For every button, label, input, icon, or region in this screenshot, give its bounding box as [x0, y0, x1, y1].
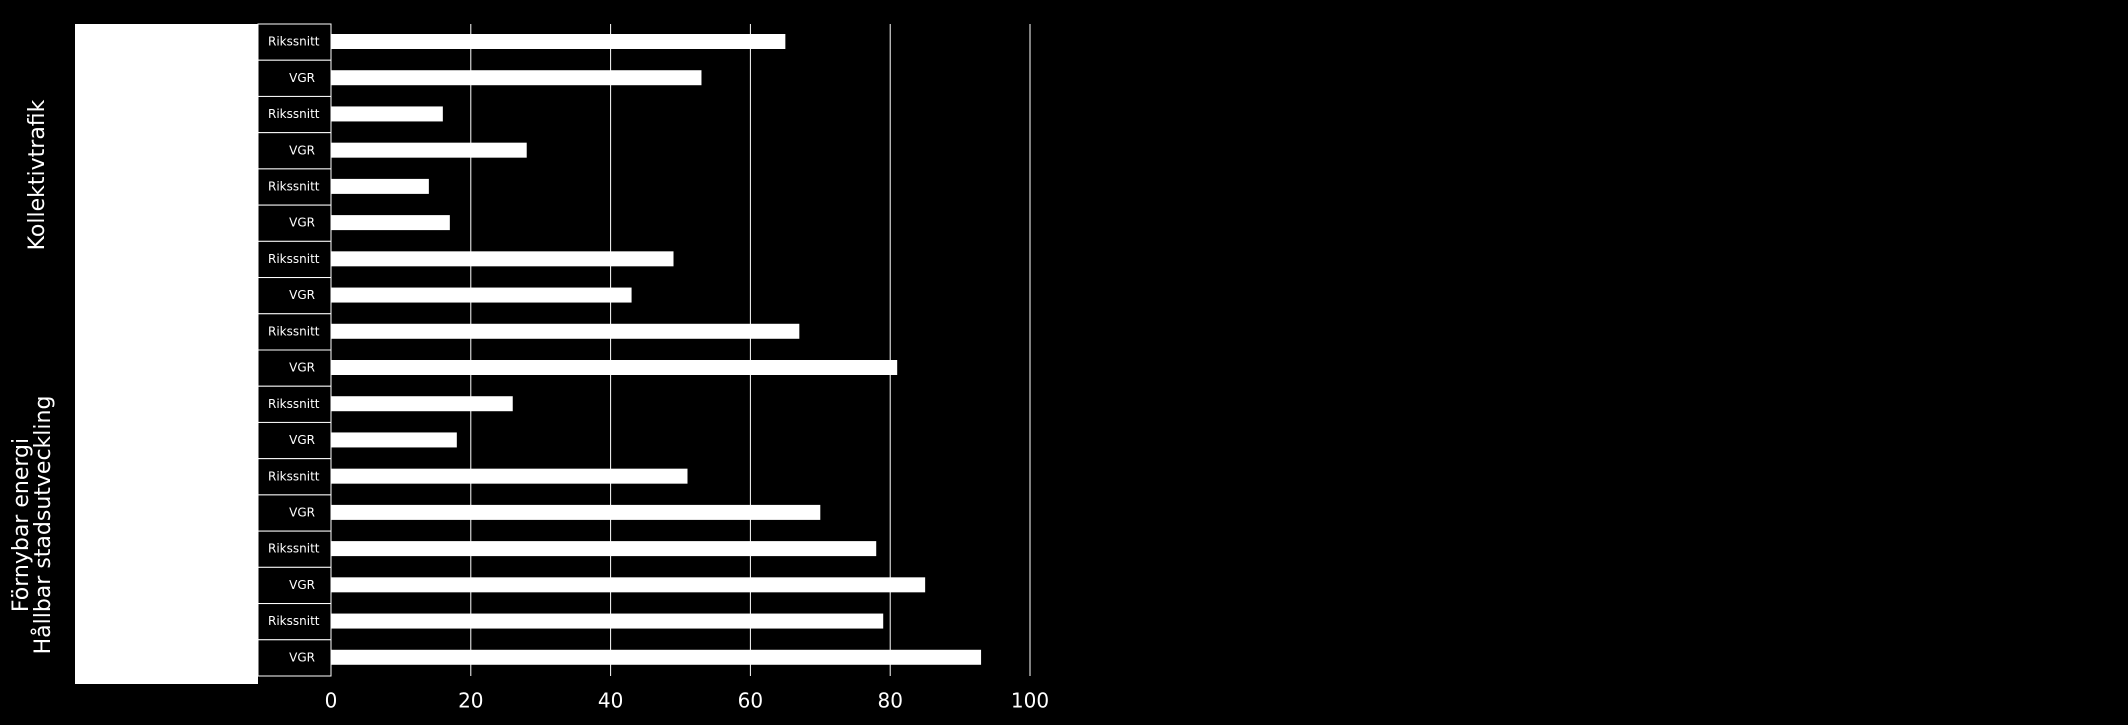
row-label-cell — [257, 240, 332, 279]
bar — [331, 287, 632, 303]
row-label-cell — [257, 603, 332, 641]
y-tick-label: VGR — [289, 71, 315, 85]
label-panel — [75, 24, 258, 684]
y-tick-label: Rikssnitt — [268, 324, 320, 338]
y-tick-label: VGR — [289, 650, 315, 664]
bar — [331, 70, 702, 86]
x-tick-label: 100 — [1011, 689, 1049, 713]
row-label-cell — [257, 313, 332, 351]
row-label-cell — [257, 639, 332, 677]
bar — [331, 106, 443, 122]
row-label-cell — [257, 277, 332, 315]
bar — [331, 541, 877, 557]
y-tick-label: VGR — [289, 361, 315, 375]
bar — [331, 396, 513, 412]
x-tick-label: 60 — [738, 689, 763, 713]
bar — [331, 251, 674, 267]
y-tick-label: Rikssnitt — [268, 614, 320, 628]
group-label: Förnybar energi — [9, 438, 34, 612]
y-tick-label: VGR — [289, 143, 315, 157]
y-tick-label: VGR — [289, 216, 315, 230]
bar — [331, 34, 786, 49]
row-label-cell — [257, 530, 332, 568]
group-label: Hållbar stadsutveckling — [30, 396, 56, 655]
bar — [331, 468, 688, 484]
bar — [331, 142, 527, 158]
y-tick-label: Rikssnitt — [268, 469, 320, 483]
bar — [331, 649, 982, 665]
y-tick-label: VGR — [289, 506, 315, 520]
y-tick-label: Rikssnitt — [268, 35, 320, 49]
y-tick-label: Rikssnitt — [268, 107, 320, 121]
bar — [331, 360, 898, 375]
row-label-cell — [257, 204, 332, 242]
bar — [331, 577, 926, 593]
y-tick-label: VGR — [289, 578, 315, 592]
y-tick-label: Rikssnitt — [268, 397, 320, 411]
bar — [331, 613, 884, 629]
bar — [331, 215, 450, 231]
x-tick-label: 80 — [877, 689, 902, 713]
y-tick-label: Rikssnitt — [268, 252, 320, 266]
bar — [331, 504, 821, 520]
x-tick-label: 20 — [458, 689, 483, 713]
x-tick-label: 40 — [598, 689, 623, 713]
row-label-cell — [257, 458, 332, 496]
bar — [331, 432, 457, 448]
bar — [331, 323, 800, 339]
bar — [331, 178, 429, 194]
y-tick-label: Rikssnitt — [268, 180, 320, 194]
row-label-cell — [257, 385, 332, 423]
x-tick-label: 0 — [325, 689, 338, 713]
y-tick-label: VGR — [289, 433, 315, 447]
y-tick-label: Rikssnitt — [268, 542, 320, 556]
group-label: Kollektivtrafik — [25, 99, 50, 250]
y-tick-label: VGR — [289, 288, 315, 302]
row-label-cell — [257, 566, 332, 605]
